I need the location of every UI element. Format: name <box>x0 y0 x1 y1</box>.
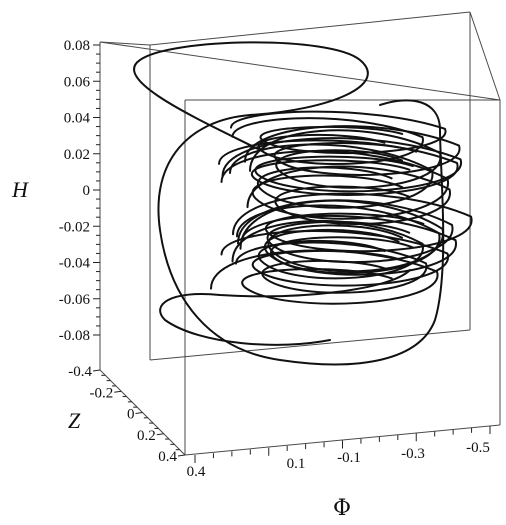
z-axis-label: Z <box>68 408 81 433</box>
z-tick-label: -0.2 <box>90 385 114 401</box>
phi-tick-label: -0.1 <box>337 450 361 466</box>
h-axis: 0.08 0.06 0.04 0.02 0 -0.02 -0.04 -0.06 -0.08 <box>59 38 100 344</box>
z-tick <box>114 390 122 393</box>
phi-tick-label: 0.1 <box>287 456 306 472</box>
trajectory-outer-loop <box>133 41 445 366</box>
trajectory-group <box>133 41 473 366</box>
phi-axis-label: Φ <box>333 496 351 521</box>
z-tick <box>92 369 101 372</box>
trajectory-loop <box>231 219 424 280</box>
h-tick-label: -0.08 <box>59 328 90 344</box>
box-edge-top-right <box>469 11 501 101</box>
trajectory-loop <box>220 150 449 220</box>
box-edge-front-top-diag <box>99 41 501 101</box>
h-tick-label: -0.04 <box>59 256 91 272</box>
trajectory-loop <box>230 110 447 155</box>
z-tick <box>156 433 164 436</box>
phi-tick-label: -0.3 <box>401 446 425 462</box>
box-edge-back-bottom <box>149 329 471 361</box>
z-tick-label: 0 <box>127 407 135 423</box>
trajectory-loop <box>246 165 451 225</box>
plot-box <box>99 11 501 456</box>
z-tick <box>135 412 143 414</box>
h-tick-label: 0.04 <box>64 111 91 127</box>
h-tick-label: 0.02 <box>64 147 90 163</box>
z-axis: -0.4 -0.2 00.20.4 <box>68 364 186 465</box>
z-tick <box>177 454 186 457</box>
phi-axis: 0.4 0.1 -0.1 -0.3 -0.5 <box>187 426 491 480</box>
trajectory-loop <box>235 241 428 294</box>
z-tick-label: 0.4 <box>158 449 177 465</box>
trajectory-loop <box>240 214 457 276</box>
phi-tick-label: -0.5 <box>466 440 490 456</box>
h-tick-label: 0.08 <box>64 38 90 54</box>
z-tick-label: 0.2 <box>137 428 156 444</box>
h-tick-label: 0.06 <box>64 74 91 90</box>
box-edge-top-left <box>99 41 151 46</box>
h-tick-label: -0.06 <box>59 292 91 308</box>
box-edge-bottom-front <box>184 424 501 456</box>
trajectory-loop <box>221 137 462 193</box>
h-axis-label: H <box>11 177 29 202</box>
z-tick-label: -0.4 <box>68 364 92 380</box>
trajectory-loop <box>231 117 424 165</box>
h-tick-label: 0 <box>83 183 91 199</box>
phi-tick-label: 0.4 <box>187 464 206 480</box>
box-edge-back-top <box>149 11 471 46</box>
h-tick-label: -0.02 <box>59 219 90 235</box>
trajectory-outer-loop <box>159 269 411 346</box>
trajectory-loop <box>239 199 444 273</box>
trajectory-loop <box>210 249 439 305</box>
